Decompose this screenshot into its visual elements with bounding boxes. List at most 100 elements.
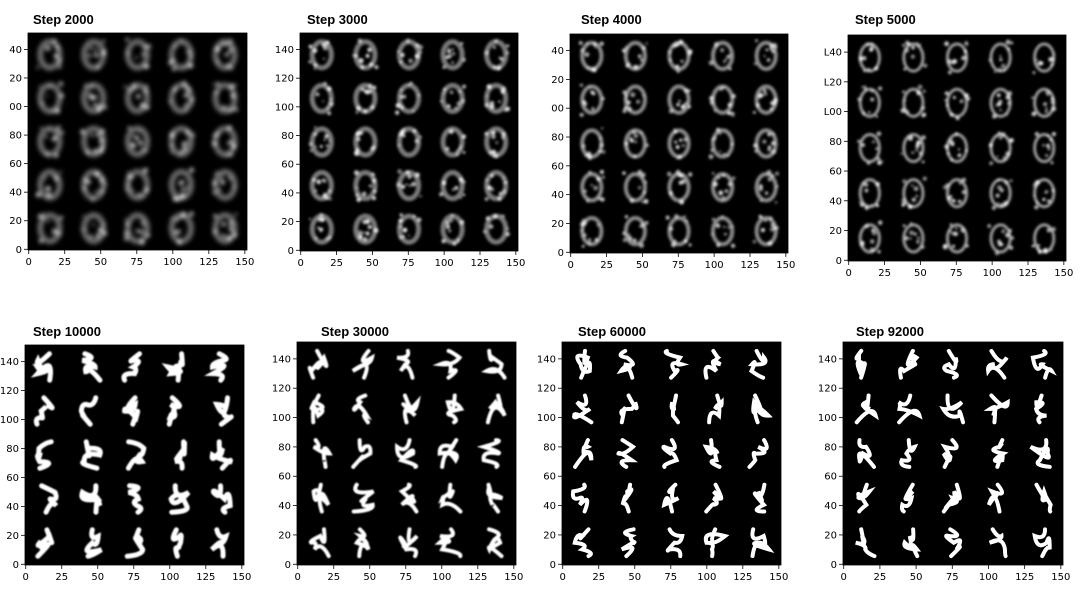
digit-speck xyxy=(308,60,312,64)
digit-speck xyxy=(91,197,95,202)
digit-speck xyxy=(213,83,216,86)
digit-speck xyxy=(233,185,236,188)
digit-speck xyxy=(961,55,967,61)
x-tick-label: 50 xyxy=(910,572,923,583)
digit-speck xyxy=(672,44,677,48)
digit-speck xyxy=(216,60,220,63)
digit-speck xyxy=(869,239,875,244)
digit-speck xyxy=(876,131,882,137)
digit-speck xyxy=(169,133,175,138)
digit-blob xyxy=(81,212,107,245)
digit-speck xyxy=(683,88,689,93)
x-tick-label: 50 xyxy=(94,257,107,268)
digit-speck xyxy=(907,204,913,210)
digit-speck xyxy=(909,237,912,240)
digit-speck xyxy=(727,181,733,187)
digit-speck xyxy=(505,51,510,55)
digit-speck xyxy=(226,141,230,146)
digit-speck xyxy=(1001,63,1006,69)
digit-stroke xyxy=(401,393,421,425)
digit-speck xyxy=(45,151,50,157)
digit-stroke xyxy=(307,348,329,380)
digit-speck xyxy=(42,216,46,220)
digit-speck xyxy=(367,47,372,53)
digit-speck xyxy=(54,153,59,158)
digit-speck xyxy=(628,136,633,141)
digit-speck xyxy=(679,199,685,205)
digit-speck xyxy=(505,106,511,112)
digit-speck xyxy=(46,94,49,97)
digit-speck xyxy=(419,135,422,139)
digit-speck xyxy=(504,180,508,184)
digit-speck xyxy=(900,108,906,113)
digit-speck xyxy=(409,81,413,85)
digit-speck xyxy=(1009,245,1014,250)
digit-speck xyxy=(904,48,910,53)
generated-digits xyxy=(854,348,1057,559)
digit-blob xyxy=(212,82,238,115)
digit-speck xyxy=(494,214,498,219)
digit-speck xyxy=(229,38,233,42)
digit-blob xyxy=(989,132,1012,164)
generated-digits xyxy=(307,348,507,559)
digit-speck xyxy=(710,148,714,152)
digit-speck xyxy=(731,94,736,99)
digit-blob xyxy=(81,125,107,158)
digit-speck xyxy=(135,56,138,59)
digit-blob xyxy=(396,213,422,245)
digit-speck xyxy=(129,175,134,180)
x-tick-label: 125 xyxy=(1015,572,1034,583)
digit-speck xyxy=(492,45,497,50)
digit-speck xyxy=(356,137,361,142)
digit-speck xyxy=(727,111,732,116)
digit-speck xyxy=(221,174,224,177)
digit-speck xyxy=(684,101,688,105)
digit-blob xyxy=(989,178,1012,209)
digit-speck xyxy=(221,233,226,238)
digit-speck xyxy=(45,46,51,51)
digit-speck xyxy=(594,45,597,49)
digit-speck xyxy=(673,128,676,131)
digit-speck xyxy=(641,45,647,51)
digit-speck xyxy=(719,150,722,153)
digit-speck xyxy=(493,153,499,159)
x-tick-label: 100 xyxy=(705,260,724,271)
x-tick-label: 125 xyxy=(470,258,489,269)
digit-speck xyxy=(313,132,318,136)
digit-speck xyxy=(185,129,191,135)
digit-speck xyxy=(361,191,367,197)
y-tick-label: 100 xyxy=(272,413,291,424)
digit-speck xyxy=(944,98,948,102)
digit-speck xyxy=(358,57,364,63)
digit-speck xyxy=(48,85,52,88)
digit-speck xyxy=(877,220,883,225)
digit-speck xyxy=(960,227,966,233)
digit-speck xyxy=(229,86,232,89)
digit-speck xyxy=(645,42,648,45)
digit-speck xyxy=(593,185,598,191)
digit-speck xyxy=(501,214,504,217)
digit-speck xyxy=(316,179,322,185)
digit-stroke xyxy=(752,482,768,514)
digit-speck xyxy=(758,93,764,98)
digit-stroke xyxy=(174,439,188,471)
digit-speck xyxy=(988,143,993,148)
digit-speck xyxy=(95,65,100,70)
digit-blob xyxy=(353,170,378,202)
digit-speck xyxy=(58,65,62,69)
digit-speck xyxy=(917,43,922,47)
digit-stroke xyxy=(620,482,634,514)
digit-stroke xyxy=(481,348,507,380)
x-tick-label: 150 xyxy=(506,258,525,269)
digit-stroke xyxy=(209,527,230,559)
digit-speck xyxy=(367,83,373,89)
digit-speck xyxy=(624,46,628,50)
x-tick-label: 125 xyxy=(199,257,218,268)
digit-blob xyxy=(168,212,194,245)
digit-speck xyxy=(212,191,216,195)
x-tick-label: 100 xyxy=(160,572,179,583)
digit-speck xyxy=(234,213,238,216)
digit-speck xyxy=(136,136,140,140)
digit-speck xyxy=(44,177,47,180)
digit-speck xyxy=(877,157,881,161)
